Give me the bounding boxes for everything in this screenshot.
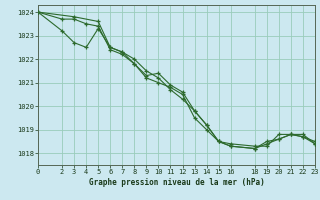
X-axis label: Graphe pression niveau de la mer (hPa): Graphe pression niveau de la mer (hPa): [89, 178, 264, 187]
